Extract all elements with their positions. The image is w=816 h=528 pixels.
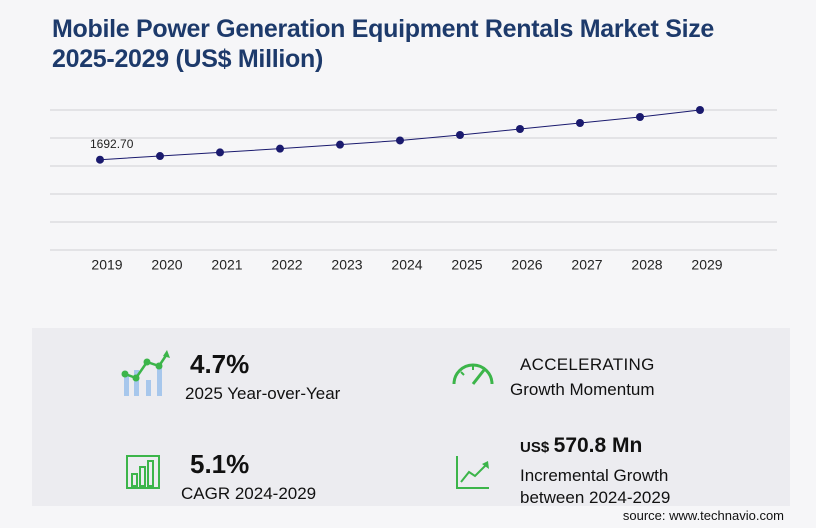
x-tick-label: 2024	[391, 257, 422, 273]
kpi-value: 570.8 Mn	[553, 434, 643, 457]
data-label: 1692.70	[90, 137, 134, 151]
kpi-label: Growth Momentum	[510, 380, 655, 399]
point	[216, 148, 224, 157]
gauge-icon	[452, 363, 494, 385]
point	[516, 124, 524, 133]
kpi-label: 2025 Year-over-Year	[185, 384, 341, 403]
x-tick-label: 2026	[511, 257, 542, 273]
point	[156, 152, 164, 161]
kpi-value: ACCELERATING	[520, 355, 655, 374]
kpi-value-group: US$ 570.8 Mn	[520, 434, 642, 458]
x-tick-label: 2023	[331, 257, 362, 273]
x-tick-label: 2021	[211, 257, 242, 273]
x-tick-label: 2025	[451, 257, 482, 273]
point	[576, 119, 584, 128]
point	[636, 112, 644, 121]
growth-icon	[121, 350, 170, 396]
point	[456, 131, 464, 140]
source: source: www.technavio.com	[622, 508, 784, 523]
x-tick-label: 2022	[271, 257, 302, 273]
point	[396, 136, 404, 145]
x-tick-label: 2020	[151, 257, 182, 273]
x-tick-label: 2019	[91, 257, 122, 273]
point	[96, 155, 104, 164]
kpi-label: Incremental Growth	[520, 466, 669, 485]
chart-title: Mobile Power Generation Equipment Rental…	[52, 15, 715, 73]
line	[99, 109, 701, 161]
kpi-prefix: US$	[520, 439, 550, 456]
trend-icon	[456, 456, 489, 489]
point	[336, 140, 344, 149]
kpi-label: CAGR 2024-2029	[181, 484, 317, 503]
point	[696, 106, 704, 114]
kpi-label: between 2024-2029	[520, 488, 671, 507]
kpi-value: 4.7%	[190, 349, 250, 379]
x-tick-label: 2029	[691, 257, 722, 273]
bars-icon	[126, 455, 160, 489]
kpi-value: 5.1%	[190, 449, 250, 479]
x-tick-label: 2027	[571, 257, 602, 273]
chart: 2019 2020 2021 2022 2023 2024 2025 2026 2027 2028…	[50, 106, 777, 273]
point	[276, 144, 284, 153]
x-tick-label: 2028	[631, 257, 662, 273]
